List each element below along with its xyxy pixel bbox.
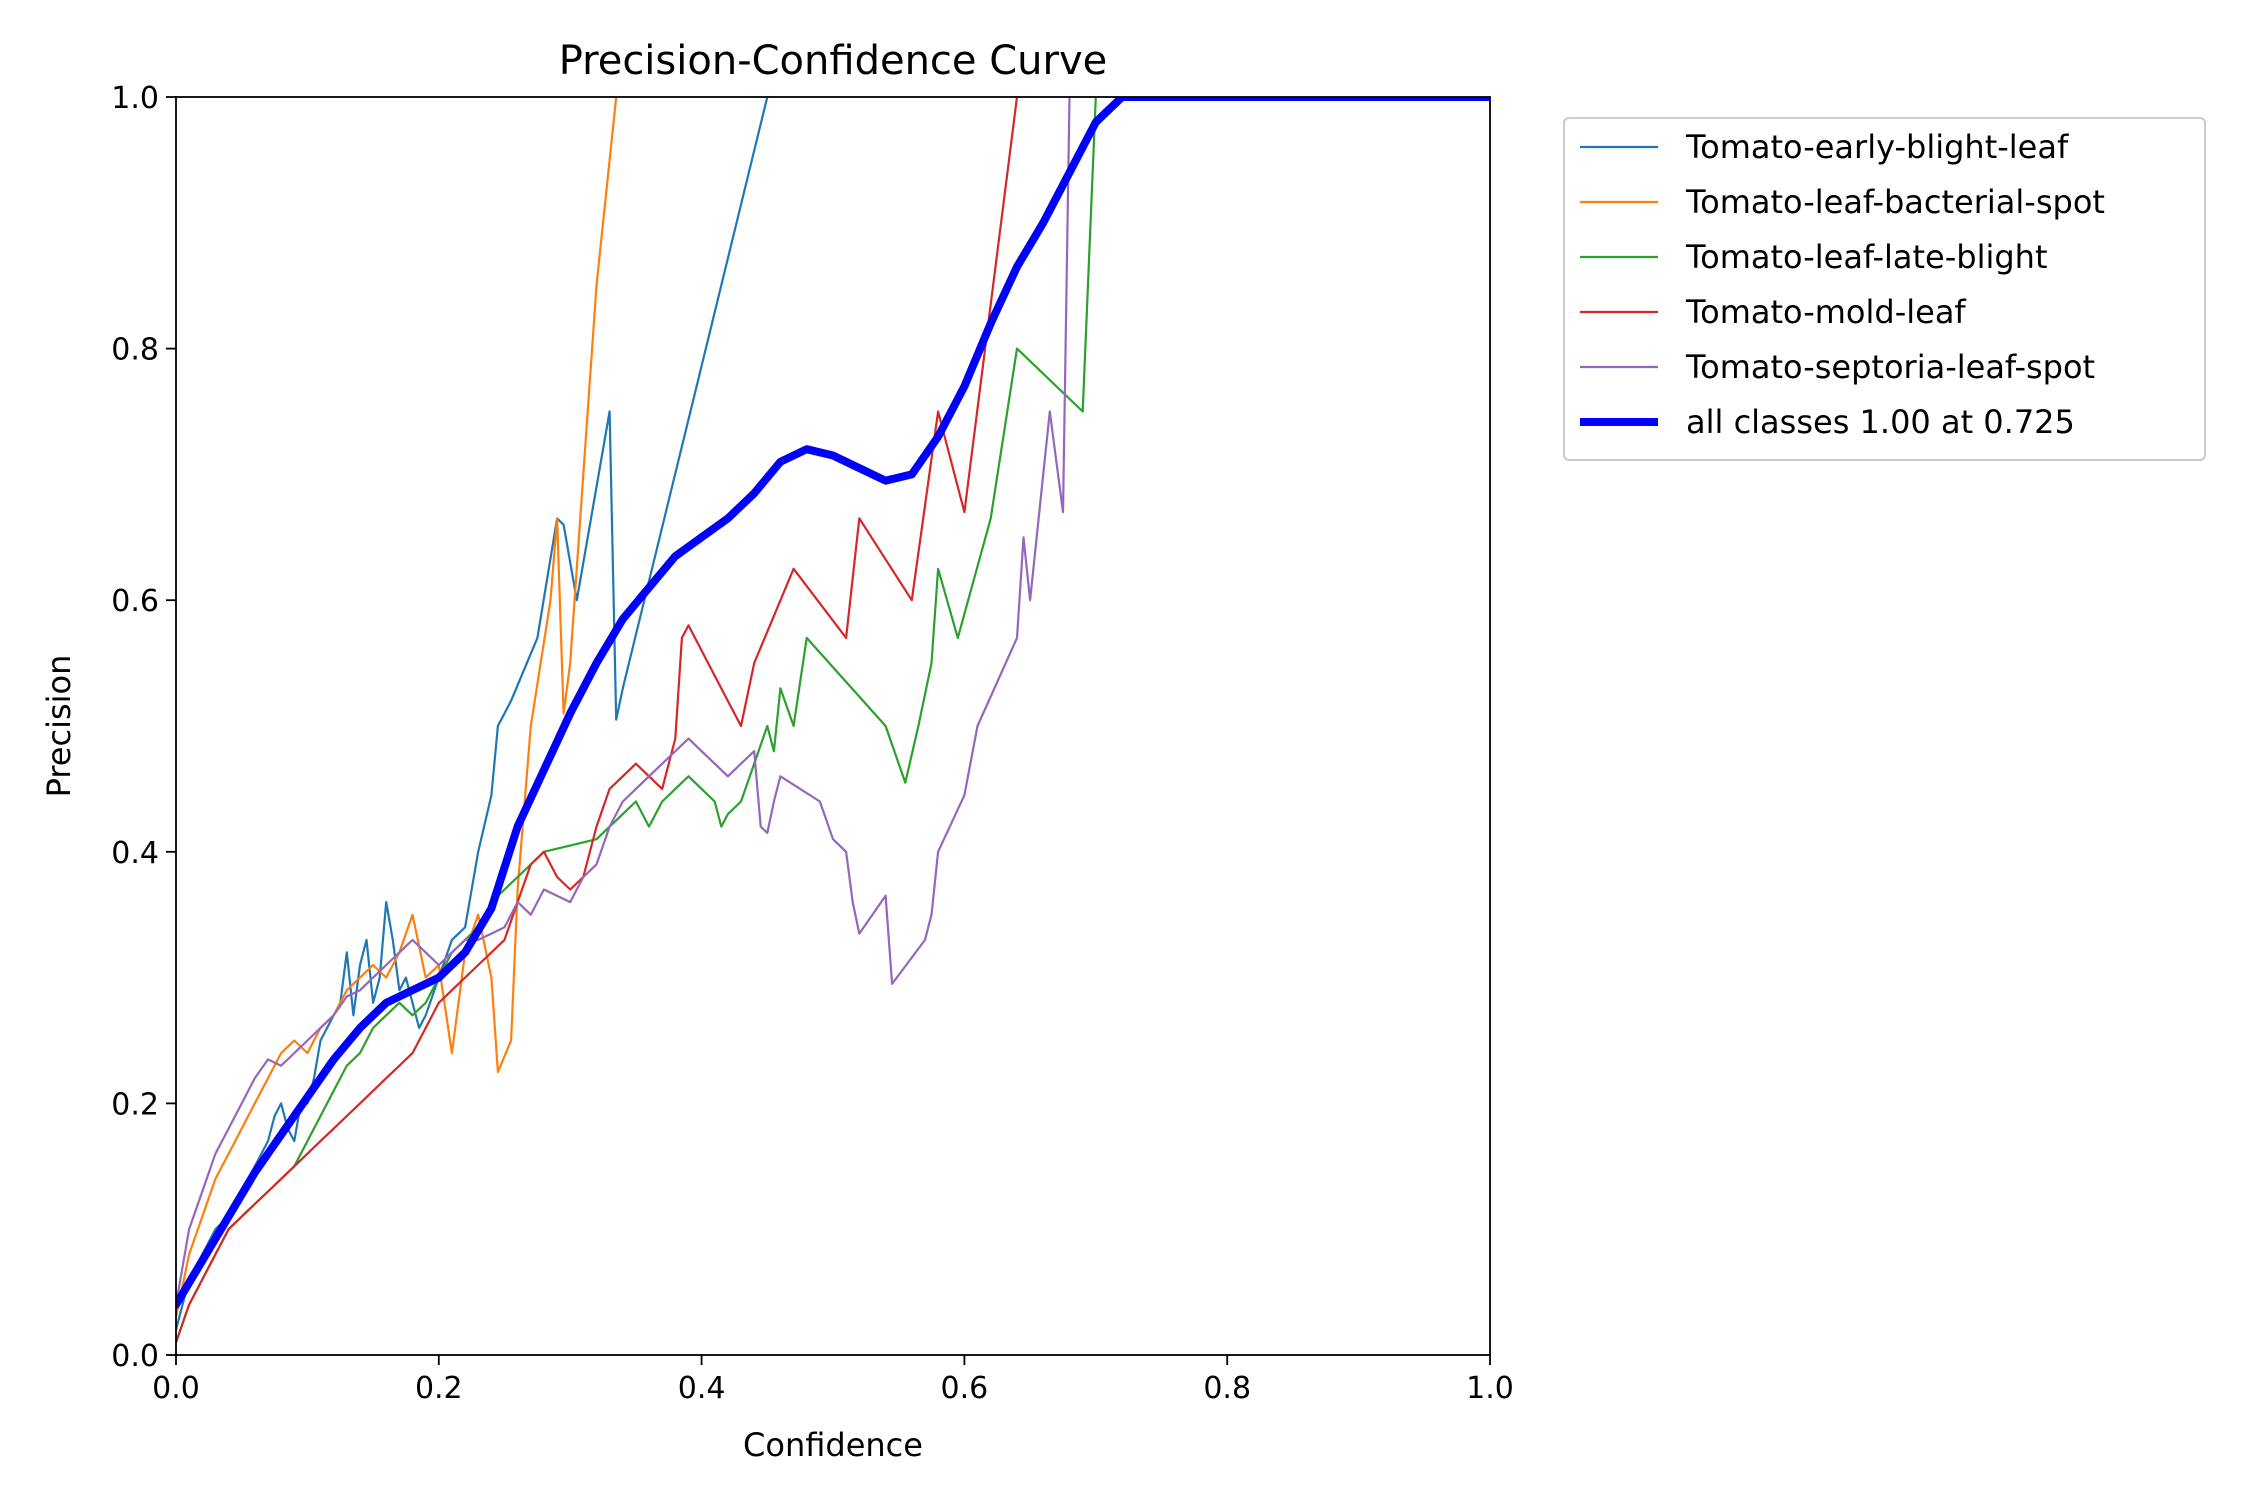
series-line-tomato-mold-leaf xyxy=(176,97,1019,1343)
legend-label-tomato-mold-leaf: Tomato-mold-leaf xyxy=(1685,293,1966,331)
x-tick-label: 0.8 xyxy=(1203,1371,1251,1406)
x-tick-label: 0.4 xyxy=(678,1371,726,1406)
y-tick-label: 0.4 xyxy=(111,836,159,871)
axes-frame xyxy=(175,96,1491,1356)
legend-label-tomato-early-blight-leaf: Tomato-early-blight-leaf xyxy=(1685,128,2069,166)
chart-title: Precision-Confidence Curve xyxy=(559,38,1108,84)
y-axis-ticks: 0.0 0.2 0.4 0.6 0.8 1.0 xyxy=(111,81,176,1374)
x-axis-ticks: 0.0 0.2 0.4 0.6 0.8 1.0 xyxy=(152,1355,1514,1406)
legend-items: Tomato-early-blight-leaf Tomato-leaf-bact… xyxy=(1580,128,2105,441)
y-tick-label: 0.0 xyxy=(111,1339,159,1374)
legend-label-all-classes-1-00-at-0-725: all classes 1.00 at 0.725 xyxy=(1686,403,2075,441)
legend-label-tomato-leaf-late-blight: Tomato-leaf-late-blight xyxy=(1685,238,2048,276)
y-tick-label: 1.0 xyxy=(111,81,159,116)
x-tick-label: 1.0 xyxy=(1466,1371,1514,1406)
series-line-tomato-septoria-leaf-spot xyxy=(176,97,1071,1305)
legend-label-tomato-leaf-bacterial-spot: Tomato-leaf-bacterial-spot xyxy=(1685,183,2105,221)
x-tick-label: 0.2 xyxy=(415,1371,463,1406)
series-layer xyxy=(176,97,1490,1343)
y-tick-label: 0.6 xyxy=(111,584,159,619)
series-line-all-classes-1-00-at-0-725 xyxy=(176,97,1490,1309)
y-tick-label: 0.2 xyxy=(111,1087,159,1122)
x-tick-label: 0.6 xyxy=(941,1371,989,1406)
legend-label-tomato-septoria-leaf-spot: Tomato-septoria-leaf-spot xyxy=(1685,348,2095,386)
x-tick-label: 0.0 xyxy=(152,1371,200,1406)
y-tick-label: 0.8 xyxy=(111,333,159,368)
legend: Tomato-early-blight-leaf Tomato-leaf-bact… xyxy=(1563,117,2206,461)
plot-area xyxy=(175,96,1491,1356)
legend-box xyxy=(1563,117,2206,461)
series-line-tomato-early-blight-leaf xyxy=(176,97,769,1331)
series-line-tomato-leaf-bacterial-spot xyxy=(176,97,618,1318)
y-axis-label: Precision xyxy=(40,655,78,798)
x-axis-label: Confidence xyxy=(743,1426,923,1464)
